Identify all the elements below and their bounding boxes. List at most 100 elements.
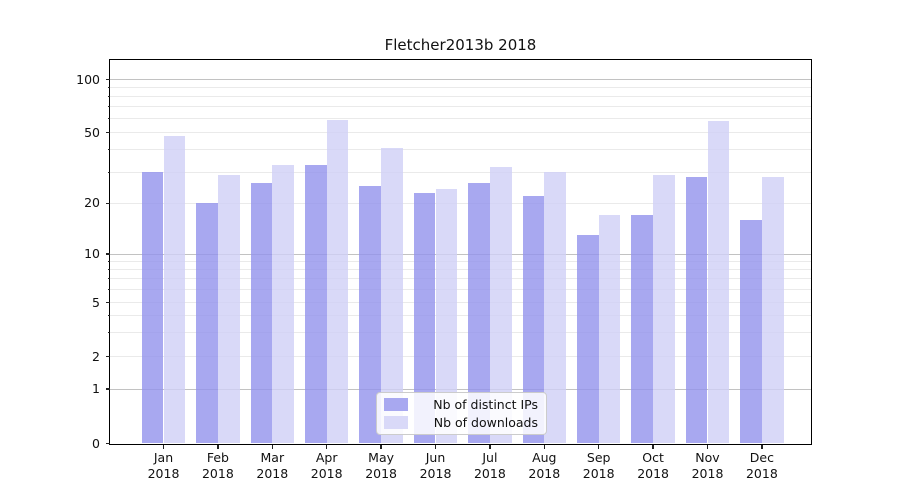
y-tick-label-100: 100 <box>76 71 100 87</box>
y-tick-label-0: 0 <box>92 435 100 451</box>
legend-label-distinct-ips: Nb of distinct IPs <box>433 397 538 412</box>
y-minor-tick-7 <box>107 278 110 280</box>
bar-downloads-dec <box>761 177 784 444</box>
y-minor-tick-3 <box>107 332 110 334</box>
x-tick-label-nov: Nov 2018 <box>678 450 738 481</box>
y-minor-tick-60 <box>107 118 110 120</box>
y-minor-tick-90 <box>107 87 110 89</box>
minor-gridline-50 <box>110 132 811 134</box>
y-tick-100 <box>105 78 110 81</box>
x-label-year: 2018 <box>201 465 234 481</box>
x-tick-mar <box>271 444 273 449</box>
x-label-month: Mar <box>260 450 285 465</box>
minor-gridline-7 <box>110 278 811 280</box>
x-label-year: 2018 <box>691 465 724 481</box>
x-tick-jun <box>434 444 437 449</box>
y-minor-tick-4 <box>107 315 110 317</box>
chart-title: Fletcher2013b 2018 <box>384 36 537 54</box>
x-tick-label-sep: Sep 2018 <box>569 450 629 481</box>
bar-ips-aug <box>522 195 545 444</box>
x-label-month: May <box>368 450 395 465</box>
bar-ips-apr <box>305 164 327 444</box>
y-tick-0 <box>105 442 110 445</box>
x-tick-may <box>380 444 382 449</box>
x-tick-label-dec: Dec 2018 <box>732 450 792 481</box>
x-tick-jul <box>489 444 491 449</box>
x-tick-label-apr: Apr 2018 <box>297 450 357 481</box>
y-tick-label-2: 2 <box>92 348 100 364</box>
y-tick-label-10: 10 <box>84 246 100 261</box>
x-tick-label-jul: Jul 2018 <box>460 450 520 481</box>
x-tick-oct <box>652 444 654 449</box>
bar-downloads-apr <box>326 119 349 444</box>
x-tick-feb <box>217 444 219 449</box>
legend-label-downloads: Nb of downloads <box>433 415 538 430</box>
y-tick-20 <box>105 202 110 204</box>
minor-gridline-2 <box>110 356 811 357</box>
y-minor-tick-6 <box>107 289 110 291</box>
bar-downloads-sep <box>598 215 621 444</box>
bar-ips-sep <box>577 234 599 444</box>
minor-gridline-20 <box>110 202 811 204</box>
bar-downloads-jan <box>163 135 186 444</box>
minor-gridline-6 <box>110 289 811 291</box>
minor-gridline-70 <box>110 106 811 108</box>
x-label-year: 2018 <box>582 465 615 481</box>
legend-swatch-downloads <box>384 416 408 429</box>
y-tick-1 <box>105 388 110 390</box>
minor-gridline-60 <box>110 118 811 120</box>
x-tick-label-aug: Aug 2018 <box>514 450 574 481</box>
x-tick-dec <box>761 444 763 449</box>
x-tick-label-may: May 2018 <box>351 450 411 481</box>
major-gridline-1 <box>110 388 811 390</box>
x-label-month: Jan <box>153 450 174 465</box>
x-tick-label-jun: Jun 2018 <box>406 450 466 481</box>
minor-gridline-5 <box>110 302 811 303</box>
x-label-month: Dec <box>749 450 774 465</box>
y-tick-50 <box>105 132 110 134</box>
major-gridline-10 <box>110 253 811 255</box>
y-tick-label-20: 20 <box>84 195 100 211</box>
x-label-year: 2018 <box>637 465 669 481</box>
y-tick-10 <box>105 253 110 255</box>
bar-downloads-jul <box>489 167 512 444</box>
x-tick-label-feb: Feb 2018 <box>188 450 248 481</box>
bar-ips-jul <box>468 183 490 444</box>
x-tick-apr <box>326 444 328 449</box>
bar-ips-mar <box>250 183 273 444</box>
bar-ips-nov <box>685 177 708 444</box>
legend: Nb of distinct IPs Nb of downloads <box>376 392 547 435</box>
x-label-year: 2018 <box>310 465 343 481</box>
bar-ips-jun <box>413 192 436 444</box>
bar-downloads-oct <box>653 174 675 444</box>
x-label-month: Nov <box>695 450 720 465</box>
x-label-month: Jun <box>425 450 446 465</box>
bar-ips-may <box>359 186 382 444</box>
y-tick-label-50: 50 <box>84 124 100 140</box>
x-label-year: 2018 <box>473 465 506 481</box>
bar-ips-jan <box>141 172 164 444</box>
bar-downloads-mar <box>272 164 294 444</box>
minor-gridline-40 <box>110 149 811 151</box>
x-label-month: Oct <box>642 450 664 465</box>
y-tick-2 <box>105 355 110 358</box>
legend-row-distinct-ips: Nb of distinct IPs <box>384 397 538 412</box>
x-label-year: 2018 <box>147 465 180 481</box>
major-gridline-100 <box>110 79 811 80</box>
x-label-month: Feb <box>206 450 229 465</box>
bar-downloads-jun <box>435 189 458 444</box>
y-minor-tick-30 <box>107 171 110 173</box>
minor-gridline-90 <box>110 87 811 89</box>
x-label-year: 2018 <box>419 465 452 481</box>
x-label-year: 2018 <box>365 465 397 481</box>
x-label-month: Apr <box>315 450 338 465</box>
y-tick-label-5: 5 <box>92 294 100 310</box>
minor-gridline-3 <box>110 332 811 334</box>
y-minor-tick-8 <box>107 269 110 271</box>
bar-ips-oct <box>631 215 654 444</box>
x-tick-label-oct: Oct 2018 <box>623 450 683 481</box>
x-label-year: 2018 <box>256 465 289 481</box>
legend-swatch-distinct-ips <box>384 398 408 411</box>
x-tick-sep <box>598 444 600 449</box>
